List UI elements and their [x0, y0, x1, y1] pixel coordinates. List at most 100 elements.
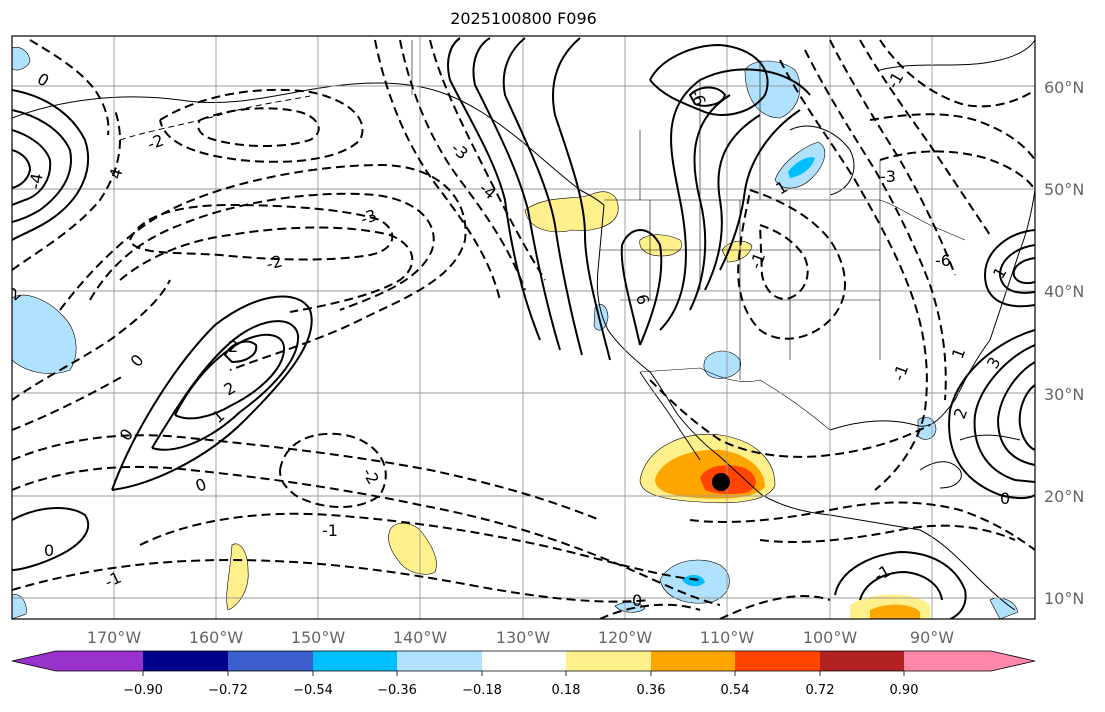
contour-label-2a: -2	[359, 465, 383, 488]
contour-neg-south-4	[12, 558, 651, 603]
lat-label-10: 10°N	[1044, 589, 1084, 608]
contour-label-28a: -4	[25, 172, 46, 191]
contour-neg-bottom-2	[599, 603, 701, 619]
colorbar-seg-7	[566, 651, 651, 671]
contour-neg-alaska-2	[197, 107, 320, 147]
baja-california	[639, 371, 701, 461]
contour-neg-far-east-2	[879, 150, 1035, 191]
longitude-axis: 170°W 160°W 150°W 140°W 130°W 120°W 110°…	[87, 628, 954, 647]
contour-label-16a: 6	[632, 292, 653, 307]
contour-label-27a: -9	[0, 150, 15, 169]
colorbar-label-5: −0.18	[462, 683, 502, 698]
contour-neg-nw	[12, 109, 121, 271]
contour-label-4a: 2	[228, 337, 238, 356]
latitude-axis: 60°N 50°N 40°N 30°N 20°N 10°N	[1044, 78, 1084, 608]
lon-label-140: 140°W	[393, 628, 448, 647]
shade-south-pacific	[226, 543, 249, 611]
us-canada-border	[604, 199, 966, 241]
labrador	[879, 39, 1035, 71]
contour-pos-trough-4	[620, 229, 663, 346]
map-content: 0 -1 -2 -3 2 -2 2 1 0 0 -2 -1 0 -1 0 1 6…	[0, 36, 1035, 619]
colorbar-seg-10	[820, 651, 904, 671]
contour-neg-east-1	[779, 59, 928, 491]
colorbar-outline	[11, 650, 1036, 672]
contour-label-30a: 0	[34, 69, 52, 91]
lon-label-100: 100°W	[803, 628, 858, 647]
contour-neg-east-6	[758, 223, 809, 300]
contour-label-24a: -1	[889, 362, 912, 383]
contour-neg-far-east	[869, 113, 1035, 161]
contour-neg-hawaii-1	[12, 279, 171, 401]
colorbar-seg-4	[313, 651, 397, 671]
coastlines	[12, 39, 1035, 611]
colorbar-label-7: 0.36	[637, 683, 666, 698]
contour-label-1a: -1	[322, 521, 338, 540]
contour-neg-east-2	[804, 49, 947, 401]
colorbar-seg-3	[228, 651, 313, 671]
lon-label-160: 160°W	[189, 628, 244, 647]
contour-label-21a: 0	[1000, 489, 1010, 508]
contour-neg-top-right	[879, 39, 1035, 108]
shading-positive	[226, 191, 930, 619]
colorbar-seg-6	[482, 651, 566, 671]
contour-label-26a: -4	[475, 179, 499, 204]
contour-neg-mex-1	[649, 379, 931, 458]
shade-top-left	[12, 47, 31, 71]
contour-label-17a: -6	[686, 87, 709, 108]
contour-neg-east-3	[829, 39, 956, 276]
contour-neg-coast-2	[399, 39, 526, 291]
hudson-bay	[789, 125, 855, 196]
colorbar-seg-8	[651, 651, 735, 671]
contour-neg-east-5	[737, 189, 846, 340]
contour-neg-mex-2	[689, 501, 1035, 551]
contour-pos-ne-0	[983, 229, 1035, 308]
contour-pos-trough-1	[472, 37, 561, 351]
contour-pos-nw-1	[12, 89, 90, 241]
map-title: 2025100800 F096	[450, 9, 597, 28]
contour-label-5a: -2	[264, 251, 284, 273]
contour-neg-coast-3	[374, 39, 501, 301]
contour-label-31a: -2	[145, 130, 166, 153]
colorbar-ticks	[142, 671, 905, 676]
contour-label-11a: -1	[102, 568, 124, 592]
colorbar-over-arrow	[991, 651, 1035, 671]
contour-pos-se-0	[948, 329, 1035, 499]
contour-pos-nw-4	[12, 149, 32, 189]
colorbar-seg-9	[735, 651, 820, 671]
colorbar-label-2: −0.72	[208, 683, 248, 698]
contour-pos-sc-1	[859, 570, 943, 601]
contour-pos-ridge-3	[719, 109, 801, 271]
contour-label-9a: 0	[193, 474, 209, 495]
contour-neg-east-4	[859, 39, 991, 236]
contour-pos-ne-1	[998, 244, 1035, 294]
us-mexico-border	[639, 367, 831, 431]
lat-label-30: 30°N	[1044, 385, 1084, 404]
lat-label-40: 40°N	[1044, 282, 1084, 301]
colorbar-seg-1	[56, 651, 143, 671]
shade-central-america-inner	[870, 604, 920, 619]
shade-bottom-left	[12, 594, 27, 619]
lon-label-110: 110°W	[700, 628, 755, 647]
contour-pos-top-6	[688, 86, 727, 107]
contour-neg-alaska-1	[159, 88, 364, 163]
shade-central-am-blue	[989, 597, 1019, 619]
alaska-coast	[12, 82, 605, 206]
contour-pos-ridge-0	[659, 68, 811, 331]
contour-pos-ne-2	[1012, 257, 1035, 285]
lat-label-20: 20°N	[1044, 487, 1084, 506]
contours-positive	[12, 37, 1035, 619]
contour-pos-se-3	[1018, 384, 1035, 451]
colorbar-under-arrow	[12, 651, 56, 671]
contour-pos-sc-0	[834, 550, 967, 619]
cuba	[959, 434, 1021, 441]
colorbar: −0.90 −0.72 −0.54 −0.36 −0.18 0.18 0.36 …	[11, 650, 1036, 698]
contour-label-14a: 0	[632, 591, 642, 610]
contour-label-34a: -6	[935, 251, 951, 270]
lon-label-120: 120°W	[598, 628, 653, 647]
contour-label-33a: 1	[989, 264, 1011, 282]
contour-label-20a: -1	[746, 250, 769, 271]
contour-label-25a: -3	[447, 139, 471, 164]
contour-label-8a: 0	[127, 351, 148, 371]
contour-label-6a: 2	[221, 378, 239, 400]
